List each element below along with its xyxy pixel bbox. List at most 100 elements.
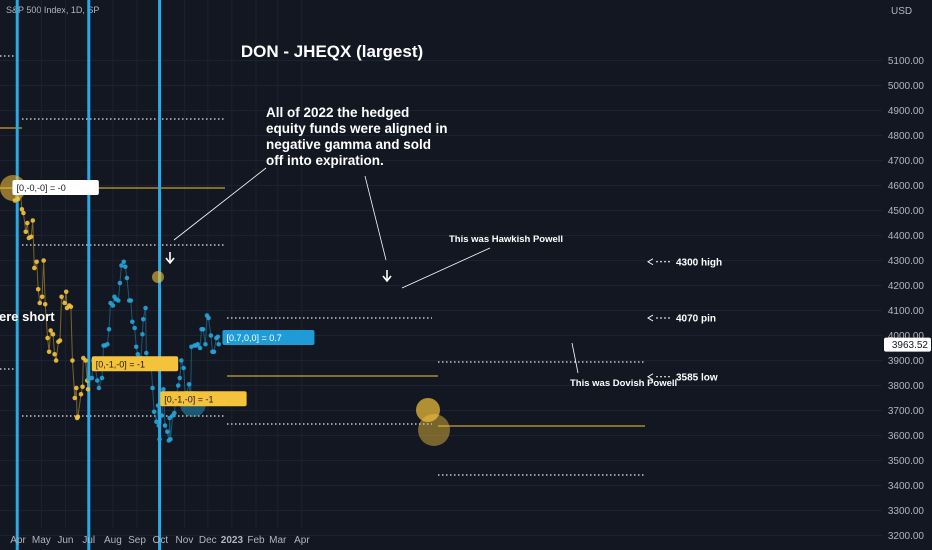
price-point bbox=[117, 280, 123, 286]
price-point bbox=[197, 345, 203, 351]
price-point bbox=[175, 383, 181, 388]
pointer-line bbox=[401, 247, 491, 289]
pointer-line bbox=[364, 175, 387, 261]
price-point bbox=[140, 316, 146, 322]
x-tick-label: Aug bbox=[104, 535, 122, 546]
price-point bbox=[132, 325, 137, 331]
price-point bbox=[45, 335, 50, 341]
price-point bbox=[41, 258, 46, 263]
y-tick-label: 5000.00 bbox=[888, 81, 925, 92]
last-price-tag bbox=[884, 337, 931, 352]
gamma-label-box bbox=[160, 391, 247, 407]
gamma-label-box bbox=[12, 180, 99, 195]
price-point bbox=[119, 263, 124, 268]
price-point bbox=[32, 265, 37, 271]
y-tick-label: 4400.00 bbox=[888, 231, 925, 242]
level-arrow bbox=[647, 258, 654, 266]
price-point bbox=[216, 341, 221, 347]
price-point bbox=[200, 326, 206, 332]
y-tick-label: 3300.00 bbox=[888, 506, 925, 517]
price-point bbox=[48, 328, 53, 333]
gamma-label-text: [0.7,0,0] = 0.7 bbox=[226, 333, 281, 343]
price-point bbox=[208, 333, 214, 338]
gamma-label-box bbox=[91, 356, 179, 372]
price-point bbox=[172, 410, 177, 416]
price-point bbox=[106, 326, 112, 332]
price-point bbox=[159, 413, 165, 418]
x-tick-label: Feb bbox=[247, 535, 265, 546]
price-point bbox=[62, 300, 67, 306]
y-tick-label: 5100.00 bbox=[888, 56, 925, 67]
x-tick-label: Apr bbox=[10, 535, 26, 546]
price-point bbox=[162, 423, 168, 428]
grid bbox=[0, 0, 882, 536]
price-point bbox=[78, 391, 84, 397]
price-point bbox=[25, 220, 30, 226]
price-point bbox=[157, 436, 162, 442]
x-tick-label: Mar bbox=[269, 535, 287, 546]
chart-title: DON - JHEQX (largest) bbox=[241, 42, 423, 61]
price-point bbox=[95, 378, 100, 383]
currency-label: USD bbox=[891, 6, 912, 17]
pointer-line bbox=[571, 342, 579, 374]
gamma-note-line: All of 2022 the hedged bbox=[266, 105, 409, 120]
x-tick-label: Jul bbox=[82, 535, 95, 546]
price-point bbox=[59, 294, 64, 300]
y-tick-label: 3800.00 bbox=[888, 381, 925, 392]
gamma-label-text: [0,-0,-0] = -0 bbox=[16, 183, 65, 193]
x-tick-label: Oct bbox=[153, 535, 169, 546]
price-point bbox=[70, 358, 75, 363]
price-point bbox=[68, 304, 74, 310]
price-point bbox=[110, 303, 116, 308]
symbol-label: S&P 500 Index, 1D, SP bbox=[6, 5, 100, 15]
price-point bbox=[30, 218, 36, 223]
price-point bbox=[128, 298, 134, 303]
price-point bbox=[46, 349, 52, 355]
price-point bbox=[186, 381, 192, 387]
price-point bbox=[150, 385, 155, 391]
hawkish-note: This was Hawkish Powell bbox=[449, 234, 563, 245]
pointer-line bbox=[173, 167, 267, 241]
price-point bbox=[89, 375, 95, 381]
price-point bbox=[121, 259, 127, 265]
level-arrow bbox=[647, 373, 654, 381]
price-point bbox=[80, 384, 85, 390]
price-point bbox=[144, 350, 149, 356]
y-tick-label: 4800.00 bbox=[888, 131, 925, 142]
price-point bbox=[161, 386, 166, 392]
price-point bbox=[57, 338, 63, 343]
price-point bbox=[19, 206, 25, 212]
price-point bbox=[72, 395, 78, 401]
price-point bbox=[156, 423, 162, 428]
price-point bbox=[215, 334, 221, 340]
price-point bbox=[15, 196, 21, 202]
price-point bbox=[37, 300, 43, 306]
price-point bbox=[135, 351, 141, 357]
price-point bbox=[123, 264, 128, 270]
gamma-label-box bbox=[222, 330, 315, 345]
price-point bbox=[105, 341, 110, 347]
price-point bbox=[75, 414, 81, 420]
left-note-fragment: ere short bbox=[0, 309, 55, 324]
price-point bbox=[167, 415, 172, 421]
price-point bbox=[179, 358, 184, 363]
price-point bbox=[165, 429, 170, 435]
price-point bbox=[23, 229, 29, 235]
y-tick-label: 4000.00 bbox=[888, 331, 925, 342]
x-tick-label: May bbox=[32, 535, 51, 546]
gamma-label-text: [0,-1,-0] = -1 bbox=[164, 394, 213, 404]
price-point bbox=[35, 286, 41, 292]
level-label: 4300 high bbox=[676, 257, 722, 268]
y-tick-label: 3500.00 bbox=[888, 456, 925, 467]
y-tick-label: 4100.00 bbox=[888, 306, 925, 317]
gamma-blob bbox=[416, 398, 440, 422]
price-point bbox=[53, 358, 59, 363]
price-point bbox=[83, 358, 88, 363]
x-tick-label: Dec bbox=[199, 535, 217, 546]
y-tick-label: 4500.00 bbox=[888, 206, 925, 217]
y-tick-label: 3900.00 bbox=[888, 356, 925, 367]
price-point bbox=[203, 341, 208, 347]
price-point bbox=[85, 386, 91, 392]
price-point bbox=[154, 419, 159, 425]
